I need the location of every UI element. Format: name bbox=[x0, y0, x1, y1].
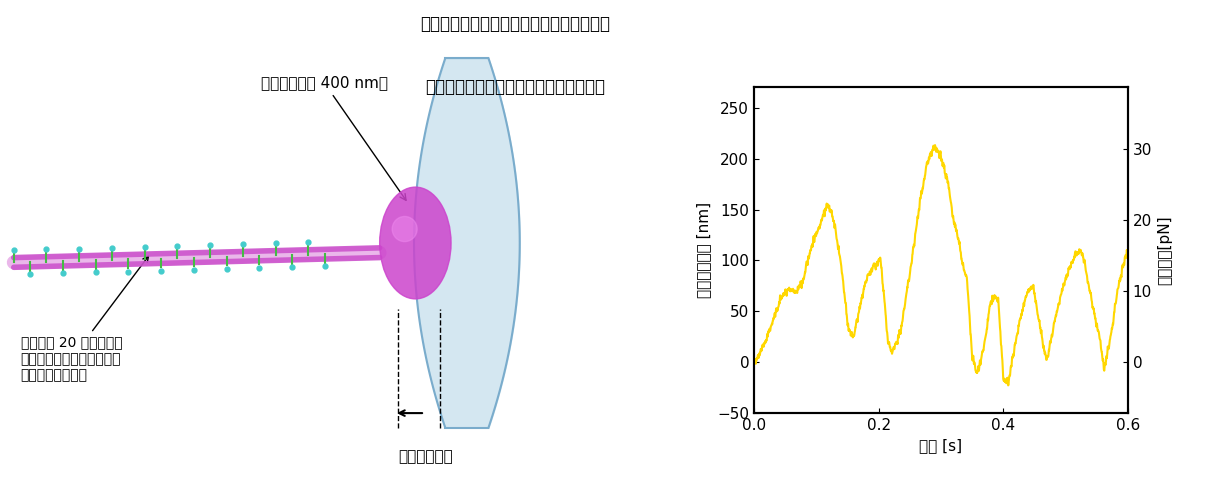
Ellipse shape bbox=[380, 187, 451, 299]
Text: ミオシン 20 分子程度が
アクチンと相互作用できる
ミニフィラメント: ミオシン 20 分子程度が アクチンと相互作用できる ミニフィラメント bbox=[21, 256, 148, 382]
Y-axis label: ビーズの変位 [nm]: ビーズの変位 [nm] bbox=[696, 202, 711, 298]
Text: ビーズの変位: ビーズの変位 bbox=[398, 450, 454, 464]
Text: によりビーズを捕捉して変位を計測する: によりビーズを捕捉して変位を計測する bbox=[425, 78, 604, 96]
Y-axis label: 張　力　[pN]: 張 力 [pN] bbox=[1157, 215, 1173, 285]
X-axis label: 時間 [s]: 時間 [s] bbox=[920, 438, 962, 453]
Text: 光ピンセット（集光させた赤外レーザー）: 光ピンセット（集光させた赤外レーザー） bbox=[421, 15, 609, 33]
Text: ビーズ（直径 400 nm）: ビーズ（直径 400 nm） bbox=[261, 75, 406, 200]
Ellipse shape bbox=[392, 216, 417, 242]
